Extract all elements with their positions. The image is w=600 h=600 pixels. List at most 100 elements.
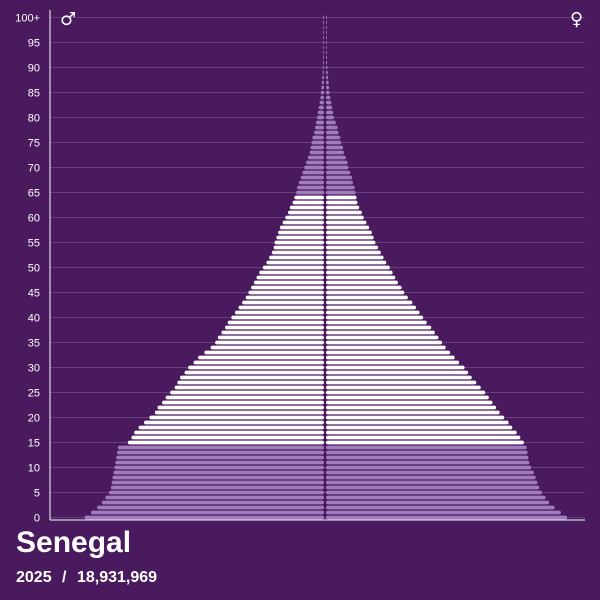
y-tick-label: 65 <box>28 188 40 200</box>
y-tick-label: 55 <box>28 238 40 250</box>
bar-male-age-5 <box>108 490 325 495</box>
y-tick-label: 100+ <box>15 13 40 25</box>
population-label: 18,931,969 <box>76 569 158 586</box>
bar-female-age-79 <box>326 120 336 125</box>
bar-male-age-48 <box>256 275 324 280</box>
bar-male-age-6 <box>110 485 324 490</box>
bar-male-age-86 <box>321 85 324 90</box>
y-tick-label: 95 <box>28 38 40 50</box>
y-tick-label: 60 <box>28 213 40 225</box>
bar-male-age-50 <box>262 265 324 270</box>
bar-female-age-74 <box>326 145 344 150</box>
bar-male-age-34 <box>210 345 324 350</box>
bar-female-age-52 <box>326 255 384 260</box>
bar-male-age-23 <box>162 400 324 405</box>
bar-female-age-25 <box>326 390 486 395</box>
bar-male-age-44 <box>245 295 324 300</box>
y-tick-label: 0 <box>34 513 40 525</box>
bar-female-age-77 <box>326 130 339 135</box>
bar-female-age-92 <box>326 55 327 60</box>
male-symbol: ♂ <box>60 9 76 30</box>
bar-male-age-53 <box>271 250 324 255</box>
bar-female-age-35 <box>326 340 443 345</box>
bar-female-age-55 <box>326 240 376 245</box>
bar-female-age-66 <box>326 185 355 190</box>
bar-female-age-38 <box>326 325 432 330</box>
bar-male-age-72 <box>307 155 324 160</box>
bar-male-age-37 <box>221 330 324 335</box>
y-tick-label: 20 <box>28 413 40 425</box>
bar-female-age-70 <box>326 165 349 170</box>
bar-female-age-31 <box>326 360 460 365</box>
bar-female-age-88 <box>326 75 329 80</box>
bar-female-age-17 <box>326 430 517 435</box>
bar-female-age-59 <box>326 220 367 225</box>
bar-male-age-52 <box>269 255 324 260</box>
bar-female-age-67 <box>326 180 353 185</box>
chart-subtitle: 2025 / 18,931,969 <box>16 569 157 587</box>
bar-male-age-73 <box>309 150 324 155</box>
bar-male-age-71 <box>306 160 324 165</box>
bar-male-age-93 <box>323 50 324 55</box>
bar-female-age-86 <box>326 85 330 90</box>
y-tick-label: 10 <box>28 463 40 475</box>
bar-male-age-2 <box>97 505 324 510</box>
y-tick-label: 5 <box>34 488 40 500</box>
bar-male-age-89 <box>322 70 324 75</box>
bar-male-age-97 <box>323 30 324 35</box>
bar-female-age-0 <box>326 515 568 520</box>
bar-female-age-49 <box>326 270 393 275</box>
bar-male-age-29 <box>184 370 324 375</box>
bar-female-age-2 <box>326 505 555 510</box>
bar-male-age-76 <box>312 135 324 140</box>
bar-male-age-24 <box>165 395 324 400</box>
bar-male-age-30 <box>188 365 324 370</box>
bar-male-age-1 <box>90 510 325 515</box>
bar-female-age-62 <box>326 205 360 210</box>
bar-female-age-54 <box>326 245 379 250</box>
bar-male-age-49 <box>259 270 324 275</box>
bar-female-age-94 <box>326 45 327 50</box>
bar-female-age-14 <box>326 445 527 450</box>
bar-female-age-39 <box>326 320 427 325</box>
bar-male-age-8 <box>112 475 324 480</box>
bar-male-age-63 <box>292 200 324 205</box>
bar-female-age-23 <box>326 400 493 405</box>
bar-male-age-60 <box>285 215 324 220</box>
bar-female-age-36 <box>326 335 439 340</box>
bar-male-age-27 <box>177 380 324 385</box>
bar-male-age-80 <box>316 115 324 120</box>
bar-female-age-48 <box>326 275 396 280</box>
bar-female-age-91 <box>326 60 328 65</box>
bar-male-age-62 <box>289 205 324 210</box>
bar-male-age-42 <box>238 305 324 310</box>
bar-male-age-96 <box>323 35 324 40</box>
bar-female-age-8 <box>326 475 536 480</box>
bar-female-age-21 <box>326 410 500 415</box>
bar-male-age-18 <box>138 425 324 430</box>
bar-female-age-69 <box>326 170 351 175</box>
chart-title: Senegal <box>16 526 132 559</box>
bar-male-age-87 <box>321 80 324 85</box>
bar-male-age-47 <box>253 280 324 285</box>
bar-male-age-98 <box>323 25 324 30</box>
bar-male-age-95 <box>323 40 324 45</box>
bar-female-age-87 <box>326 80 329 85</box>
bar-male-age-13 <box>117 450 324 455</box>
bar-male-age-19 <box>144 420 324 425</box>
female-symbol: ♀ <box>570 9 583 30</box>
bar-female-age-61 <box>326 210 362 215</box>
bar-female-age-50 <box>326 265 390 270</box>
bar-male-age-99 <box>323 20 324 25</box>
y-tick-label: 80 <box>28 113 40 125</box>
bar-female-age-22 <box>326 405 497 410</box>
bar-male-age-79 <box>315 120 324 125</box>
bar-male-age-75 <box>311 140 324 145</box>
bar-male-age-25 <box>170 390 324 395</box>
bars-group <box>84 15 568 520</box>
bar-female-age-18 <box>326 425 513 430</box>
bar-male-age-41 <box>234 310 324 315</box>
bar-female-age-75 <box>326 140 342 145</box>
bar-male-age-77 <box>314 130 324 135</box>
bar-female-age-26 <box>326 385 481 390</box>
